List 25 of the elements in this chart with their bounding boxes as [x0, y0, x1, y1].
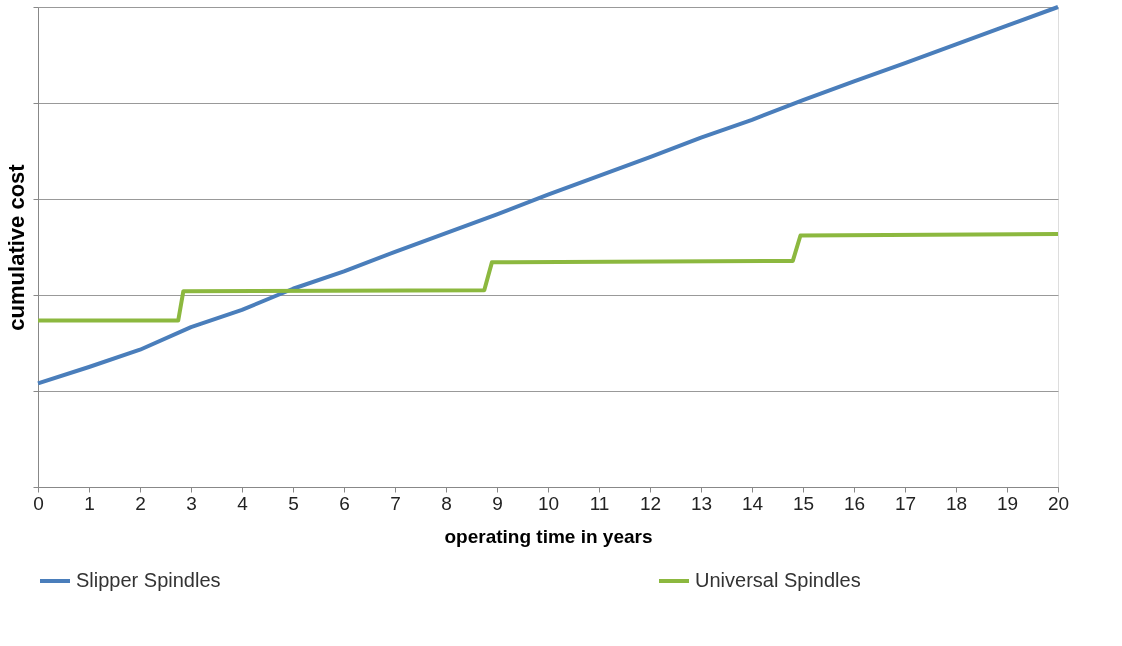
x-tick-label: 2 — [135, 492, 146, 514]
x-tick-label: 5 — [288, 492, 299, 514]
x-tick-label: 6 — [339, 492, 350, 514]
x-tick-label: 15 — [792, 492, 815, 514]
x-tick-label: 12 — [639, 492, 662, 514]
x-tick-label: 9 — [492, 492, 503, 514]
x-tick-label: 8 — [441, 492, 452, 514]
x-tick-label: 18 — [945, 492, 968, 514]
x-tick-label: 0 — [33, 492, 44, 514]
x-tick-label: 17 — [894, 492, 917, 514]
x-tick-label: 7 — [390, 492, 401, 514]
x-tick-label: 4 — [237, 492, 249, 514]
x-tick-label: 11 — [589, 492, 610, 514]
x-axis-title: operating time in years — [444, 525, 653, 547]
x-tick-label: 3 — [186, 492, 197, 514]
legend-label: Universal Spindles — [695, 569, 861, 591]
x-tick-label: 14 — [741, 492, 764, 514]
x-tick-label: 20 — [1047, 492, 1070, 514]
y-axis-title: cumulative cost — [4, 163, 29, 331]
x-tick-label: 13 — [690, 492, 713, 514]
x-tick-label: 19 — [996, 492, 1019, 514]
x-tick-label: 16 — [843, 492, 866, 514]
legend-label: Slipper Spindles — [76, 569, 221, 591]
x-tick-label: 1 — [84, 492, 95, 514]
x-tick-label: 10 — [537, 492, 560, 514]
